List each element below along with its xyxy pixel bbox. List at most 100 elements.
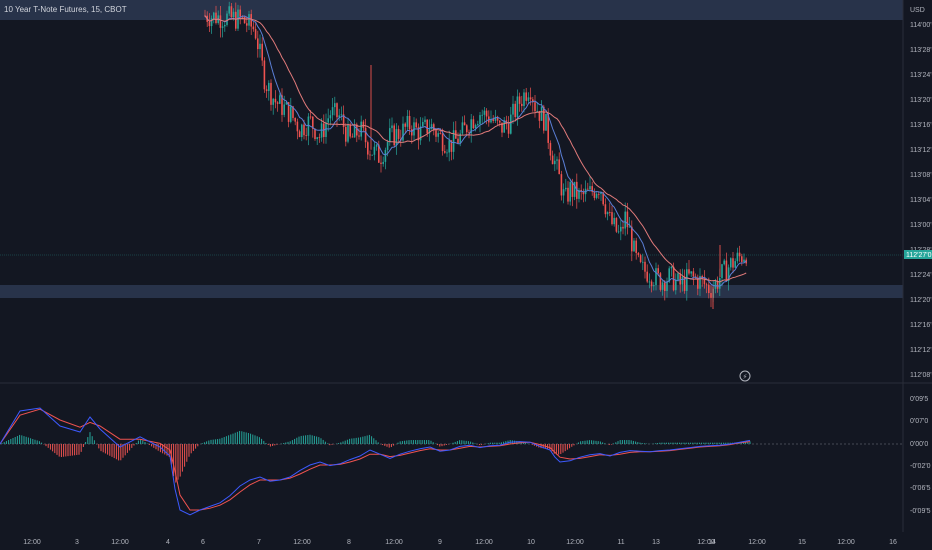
price-tick-label: 113'04'0 — [910, 197, 932, 204]
candle-body — [457, 138, 459, 144]
candle-body — [679, 273, 681, 285]
candle-body — [492, 119, 494, 121]
candle-body — [589, 186, 591, 190]
candle-body — [675, 279, 677, 291]
candle-body — [730, 258, 732, 268]
candle-body — [587, 188, 589, 190]
candle-body — [353, 124, 356, 138]
price-tick-label: 112'16'0 — [910, 322, 932, 329]
candle-body — [437, 133, 439, 137]
candle-body — [446, 152, 448, 154]
candle-body — [494, 116, 497, 121]
candle-body — [626, 211, 629, 228]
candle-body — [490, 119, 492, 123]
candle-body — [452, 130, 455, 152]
currency-label: USD — [910, 7, 925, 14]
candle-body — [571, 182, 574, 197]
candle-body — [536, 111, 538, 112]
candle-body — [349, 124, 351, 137]
candle-body — [499, 120, 501, 123]
candle-body — [314, 128, 316, 140]
price-tick-label: 113'00'0 — [910, 222, 932, 229]
candle-body — [351, 136, 354, 138]
candle-body — [617, 231, 620, 233]
candle-body — [688, 269, 690, 274]
price-tick-label: 112'24'0 — [910, 272, 932, 279]
candle-body — [226, 13, 228, 25]
macd-line — [0, 407, 751, 516]
candle-body — [600, 192, 602, 194]
candle-body — [270, 82, 272, 105]
moving-averages — [204, 15, 747, 287]
alert-icon[interactable]: ⚡ — [739, 370, 751, 382]
candle-body — [459, 133, 461, 144]
candle-body — [532, 99, 534, 103]
oscillator-tick-label: 0'00'0 — [910, 441, 928, 448]
candle-body — [463, 122, 466, 126]
candle-body — [369, 154, 371, 156]
time-tick-label: 7 — [257, 539, 261, 546]
candle-body — [664, 282, 666, 291]
candle-body — [334, 103, 336, 108]
candle-body — [593, 191, 596, 198]
candle-body — [692, 271, 695, 277]
time-tick-label: 11 — [617, 539, 624, 546]
resistance-zone — [0, 0, 903, 20]
candle-body — [382, 161, 384, 164]
candle-body — [538, 111, 541, 121]
candle-body — [628, 226, 631, 228]
candle-body — [331, 107, 334, 116]
price-tick-label: 113'28'0 — [910, 47, 932, 54]
candle-body — [426, 119, 428, 134]
svg-text:⚡: ⚡ — [743, 373, 748, 381]
time-tick-label: 12:00 — [293, 539, 311, 546]
candle-body — [743, 259, 745, 262]
time-tick-label: 12:00 — [748, 539, 766, 546]
macd-panel[interactable] — [0, 407, 903, 516]
candle-body — [448, 140, 450, 153]
candle-body — [261, 43, 263, 61]
candle-body — [265, 89, 268, 92]
candle-body — [514, 103, 516, 118]
candle-body — [287, 102, 290, 122]
price-tick-label: 113'08'0 — [910, 172, 932, 179]
candle-body — [567, 187, 569, 202]
candle-body — [622, 226, 624, 229]
candle-body — [360, 121, 362, 137]
candle-body — [556, 159, 558, 161]
candle-body — [721, 264, 723, 279]
candle-body — [485, 110, 488, 117]
candle-body — [631, 226, 633, 252]
candles-layer[interactable] — [204, 1, 747, 309]
candle-body — [404, 123, 406, 127]
time-tick-label: 8 — [347, 539, 351, 546]
time-tick-label: 12:00 — [697, 539, 715, 546]
candle-body — [703, 278, 706, 285]
candle-body — [224, 24, 226, 27]
candle-body — [358, 135, 360, 137]
candle-body — [232, 11, 235, 18]
candle-body — [248, 14, 250, 26]
price-tick-label: 114'00'0 — [910, 22, 932, 29]
oscillator-tick-label: 0'07'0 — [910, 418, 928, 425]
candle-body — [598, 193, 600, 195]
candle-body — [727, 267, 730, 281]
candle-body — [296, 121, 299, 132]
price-tick-label: 112'12'0 — [910, 347, 932, 354]
candle-body — [534, 102, 536, 112]
time-tick-label: 13 — [652, 539, 660, 546]
candle-body — [422, 122, 424, 127]
candle-body — [419, 126, 422, 141]
candle-body — [609, 212, 611, 213]
candle-body — [250, 14, 252, 27]
candle-body — [736, 252, 739, 262]
candle-body — [481, 114, 483, 116]
signal-line — [0, 408, 751, 511]
candle-body — [602, 192, 604, 205]
candle-body — [466, 125, 468, 133]
candle-body — [569, 182, 571, 202]
candle-body — [672, 266, 675, 291]
candle-body — [523, 92, 525, 107]
candle-body — [347, 124, 349, 142]
